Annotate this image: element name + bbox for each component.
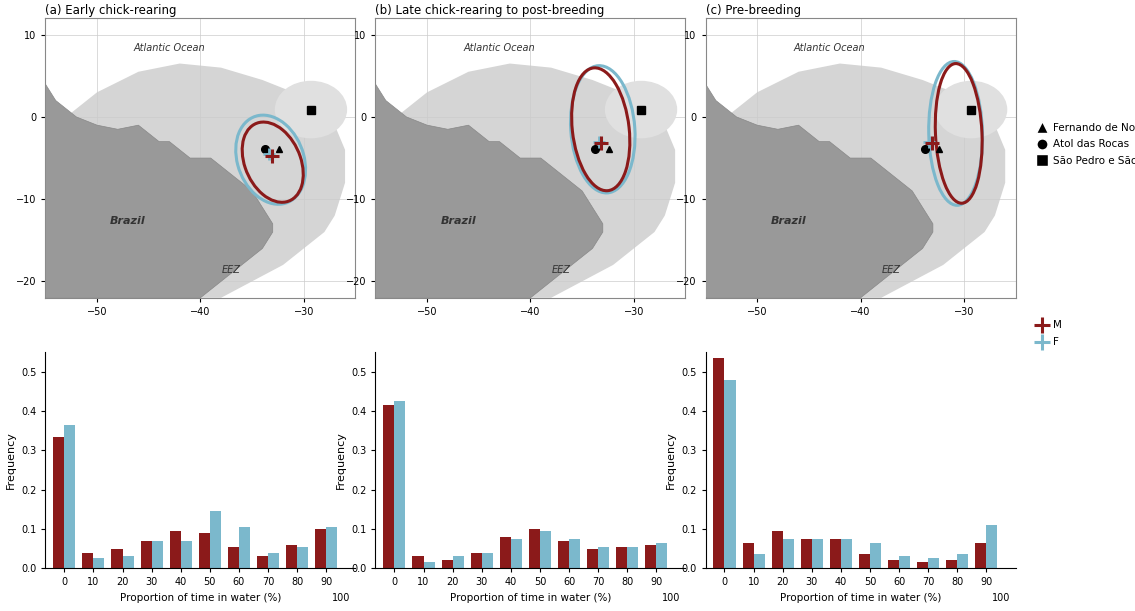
Bar <box>714 358 724 568</box>
Text: Brazil: Brazil <box>771 216 806 226</box>
Bar <box>646 544 656 568</box>
Bar <box>394 401 405 568</box>
Bar <box>268 552 279 568</box>
Bar <box>93 558 104 568</box>
Text: EEZ: EEZ <box>882 265 901 275</box>
Bar <box>859 555 871 568</box>
X-axis label: Proportion of time in water (%): Proportion of time in water (%) <box>780 593 941 603</box>
Bar <box>587 549 598 568</box>
Bar <box>297 547 309 568</box>
Bar <box>511 539 522 568</box>
Y-axis label: Frequency: Frequency <box>336 431 345 489</box>
Bar <box>830 539 841 568</box>
Bar <box>53 437 65 568</box>
Text: (b) Late chick-rearing to post-breeding: (b) Late chick-rearing to post-breeding <box>376 4 605 17</box>
Text: Atlantic Ocean: Atlantic Ocean <box>134 43 205 53</box>
Bar <box>957 555 968 568</box>
Bar <box>239 527 250 568</box>
Text: 100: 100 <box>662 593 680 602</box>
Polygon shape <box>45 18 272 298</box>
Bar <box>453 557 464 568</box>
Bar <box>471 552 481 568</box>
Bar <box>384 405 394 568</box>
Bar <box>783 539 793 568</box>
Bar <box>558 541 569 568</box>
Circle shape <box>935 81 1007 138</box>
Polygon shape <box>376 18 603 298</box>
Bar <box>899 557 910 568</box>
Text: Brazil: Brazil <box>440 216 476 226</box>
Bar <box>754 555 765 568</box>
Bar <box>228 547 239 568</box>
Bar <box>442 560 453 568</box>
Bar <box>499 537 511 568</box>
Bar <box>841 539 852 568</box>
Text: (a) Early chick-rearing: (a) Early chick-rearing <box>45 4 177 17</box>
Bar <box>286 544 297 568</box>
Bar <box>210 511 221 568</box>
Bar <box>917 562 928 568</box>
Polygon shape <box>45 64 345 298</box>
Bar <box>975 543 986 568</box>
Bar <box>316 529 326 568</box>
Circle shape <box>605 81 678 138</box>
Bar <box>742 543 754 568</box>
Bar <box>616 547 628 568</box>
Text: EEZ: EEZ <box>222 265 241 275</box>
Bar <box>540 531 550 568</box>
Bar <box>111 549 123 568</box>
Text: 100: 100 <box>331 593 350 602</box>
Bar <box>83 552 93 568</box>
X-axis label: Proportion of time in water (%): Proportion of time in water (%) <box>449 593 611 603</box>
Circle shape <box>275 81 347 138</box>
Polygon shape <box>706 64 1006 298</box>
Bar <box>656 543 667 568</box>
Bar <box>326 527 337 568</box>
Bar <box>423 562 435 568</box>
Bar <box>529 529 540 568</box>
Bar <box>170 531 180 568</box>
Bar <box>928 558 940 568</box>
Y-axis label: Frequency: Frequency <box>665 431 675 489</box>
Polygon shape <box>376 64 675 298</box>
Polygon shape <box>706 18 933 298</box>
Bar <box>598 547 609 568</box>
Bar <box>724 380 735 568</box>
Bar <box>123 557 134 568</box>
Bar <box>812 539 823 568</box>
Text: (c) Pre-breeding: (c) Pre-breeding <box>706 4 800 17</box>
Bar <box>947 560 957 568</box>
Bar <box>772 531 783 568</box>
Text: Atlantic Ocean: Atlantic Ocean <box>464 43 536 53</box>
Bar <box>180 541 192 568</box>
Bar <box>412 557 423 568</box>
Bar <box>800 539 812 568</box>
Text: Brazil: Brazil <box>110 216 146 226</box>
Bar <box>257 557 268 568</box>
Bar <box>569 539 580 568</box>
Bar <box>628 547 638 568</box>
Bar <box>65 425 75 568</box>
Text: EEZ: EEZ <box>552 265 571 275</box>
Bar <box>141 541 152 568</box>
Bar <box>871 543 881 568</box>
Text: Atlantic Ocean: Atlantic Ocean <box>793 43 865 53</box>
Y-axis label: Frequency: Frequency <box>6 431 16 489</box>
Bar <box>481 552 493 568</box>
Text: 100: 100 <box>992 593 1010 602</box>
Bar <box>986 525 998 568</box>
Bar <box>152 541 162 568</box>
X-axis label: Proportion of time in water (%): Proportion of time in water (%) <box>119 593 281 603</box>
Bar <box>199 533 210 568</box>
Bar <box>888 560 899 568</box>
Legend: M, F: M, F <box>1037 321 1061 347</box>
